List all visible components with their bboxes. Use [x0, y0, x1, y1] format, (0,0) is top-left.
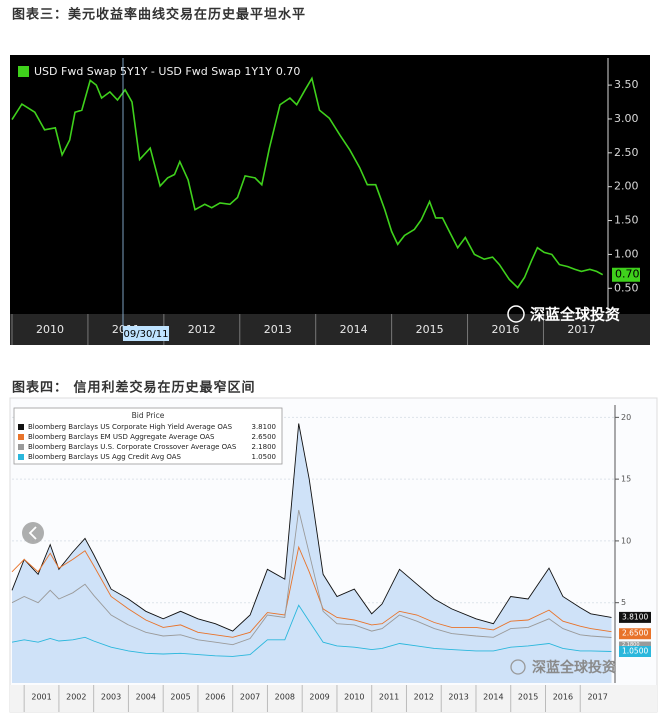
legend-title: Bid Price [132, 411, 165, 420]
cursor-label: 09/30/11 [124, 329, 169, 340]
chart-title: 图表四： 信用利差交易在历史最窄区间 [12, 380, 256, 396]
y-tick-label: 0.50 [614, 281, 639, 294]
series-line [11, 509, 612, 646]
x-tick-label: 2016 [553, 693, 573, 702]
legend-swatch [18, 424, 24, 430]
x-tick-label: 2017 [567, 323, 595, 336]
prev-button-icon[interactable] [28, 526, 37, 540]
x-tick-label: 2010 [36, 323, 64, 336]
legend-swatch [18, 66, 29, 77]
x-tick-label: 2012 [188, 323, 216, 336]
y-tick-label: 15 [621, 475, 631, 484]
x-tick-label: 2002 [66, 693, 86, 702]
x-tick-label: 2016 [492, 323, 520, 336]
x-tick-label: 2001 [31, 693, 51, 702]
y-tick-label: 2.00 [614, 180, 639, 193]
chart-panel [10, 55, 650, 345]
series-line [11, 604, 612, 657]
legend-box [13, 407, 283, 465]
x-tick-label: 2009 [309, 693, 329, 702]
watermark: 深蓝全球投资 [532, 659, 616, 676]
x-tick-label: 2015 [518, 693, 538, 702]
legend-name: USD Fwd Swap 5Y1Y - USD Fwd Swap 1Y1Y [34, 65, 272, 78]
last-value-tag [612, 267, 640, 282]
last-value-label: 0.70 [615, 268, 640, 281]
y-tick-label: 5 [621, 598, 626, 607]
x-tick-label: 2003 [101, 693, 121, 702]
x-tick-label: 2008 [275, 693, 295, 702]
legend-swatch [18, 454, 24, 460]
area [12, 423, 612, 683]
cursor-box [123, 326, 169, 341]
last-value-label: 2.6500 [622, 629, 648, 638]
y-tick-label: 3.00 [614, 112, 639, 125]
legend-swatch [18, 444, 24, 450]
legend-value: 0.70 [276, 65, 301, 78]
x-tick-label: 2014 [340, 323, 368, 336]
series-line [11, 423, 612, 632]
y-tick-label: 3.50 [614, 78, 639, 91]
x-tick-label: 2014 [483, 693, 503, 702]
legend-entry: USD Fwd Swap 5Y1Y - USD Fwd Swap 1Y1Y 0.7… [34, 65, 300, 78]
last-value-tag [619, 628, 651, 640]
legend-value: 1.0500 [252, 453, 277, 461]
x-tick-label: 2005 [170, 693, 190, 702]
last-value-label: 3.8100 [622, 612, 648, 621]
y-tick-label: 2.50 [614, 146, 639, 159]
legend-name: Bloomberg Barclays US Corporate High Yie… [28, 423, 233, 431]
y-tick-label: 10 [621, 536, 631, 545]
y-tick-label: 1.00 [614, 247, 639, 260]
last-value-tag [619, 611, 651, 623]
legend-name: Bloomberg Barclays US Agg Credit Avg OAS [28, 453, 182, 461]
watermark: 深蓝全球投资 [530, 306, 620, 324]
legend-name: Bloomberg Barclays EM USD Aggregate Aver… [28, 433, 215, 441]
last-value-label: 1.0500 [622, 646, 648, 655]
legend-name: Bloomberg Barclays U.S. Corporate Crosso… [28, 443, 237, 451]
watermark-logo [510, 659, 526, 675]
y-tick-label: 20 [621, 413, 631, 422]
x-tick-label: 2004 [136, 693, 156, 702]
x-axis-band [10, 685, 657, 712]
x-tick-label: 2007 [240, 693, 260, 702]
x-tick-label: 2012 [414, 693, 434, 702]
last-value-tag [619, 641, 651, 648]
legend-value: 2.1800 [252, 443, 277, 451]
x-tick-label: 2006 [205, 693, 225, 702]
chart-title: 图表三：美元收益率曲线交易在历史最平坦水平 [12, 7, 306, 23]
prev-button-bg[interactable] [22, 522, 44, 544]
y-tick-label: 1.50 [614, 214, 639, 227]
last-value-tag [619, 645, 651, 657]
x-tick-label: 2015 [416, 323, 444, 336]
legend-value: 2.6500 [252, 433, 277, 441]
prev-button[interactable] [22, 522, 44, 544]
x-tick-label: 2013 [448, 693, 468, 702]
x-tick-label: 2011 [379, 693, 399, 702]
watermark-logo [507, 305, 525, 323]
last-value-label: 2.1800 [622, 642, 640, 648]
legend-swatch [18, 434, 24, 440]
legend-value: 3.8100 [252, 423, 277, 431]
x-tick-label: 2017 [587, 693, 607, 702]
series-line [11, 76, 604, 289]
series-line [11, 545, 612, 638]
x-tick-label: 2013 [264, 323, 292, 336]
x-tick-label: 2010 [344, 693, 364, 702]
